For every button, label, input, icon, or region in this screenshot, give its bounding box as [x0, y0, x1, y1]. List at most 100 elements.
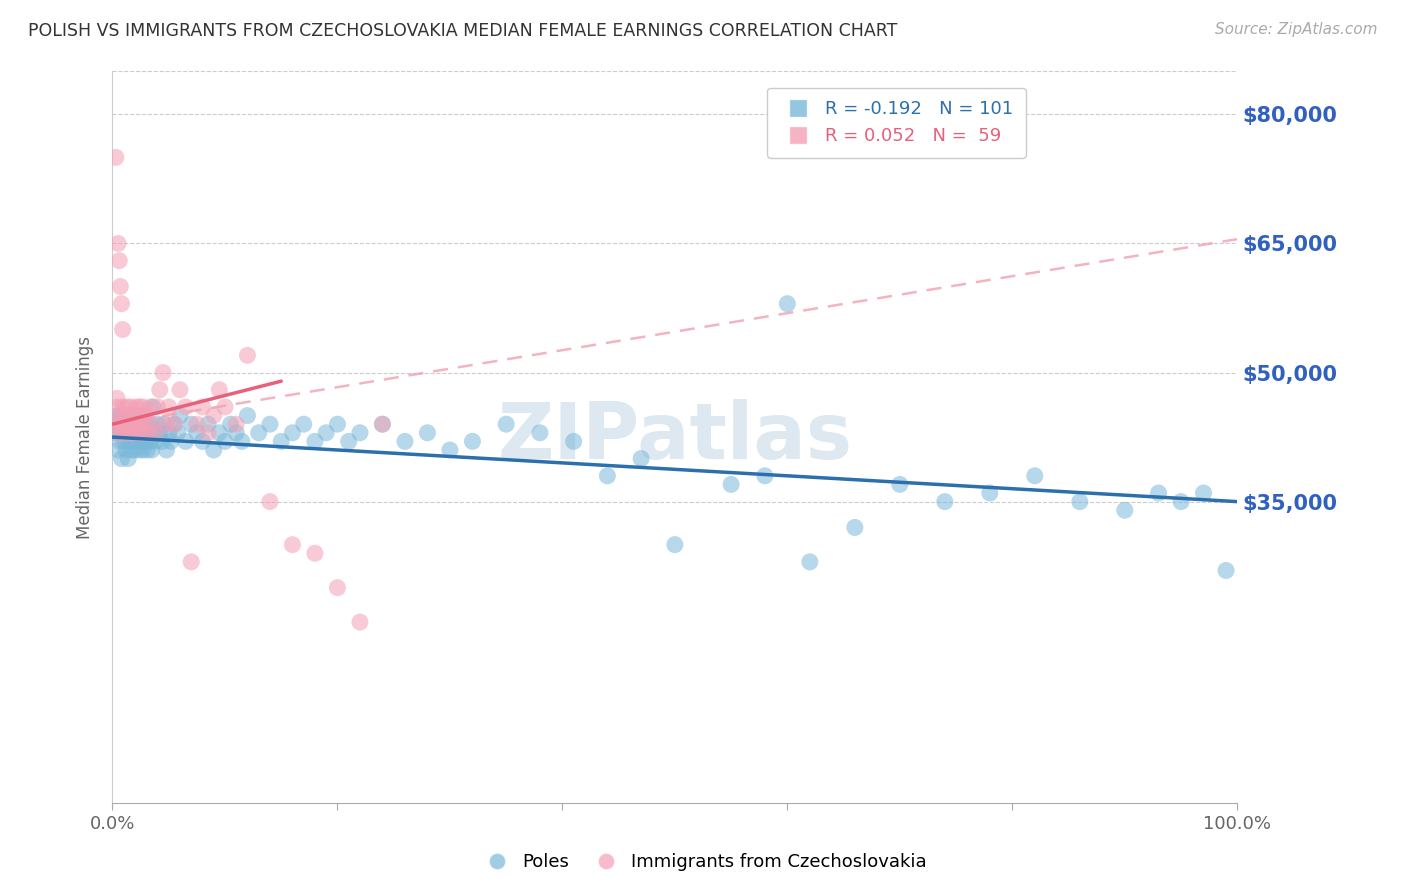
Point: [371, 417, 394, 432]
Point: [157, 400, 180, 414]
Point: [128, 442, 150, 457]
Point: [105, 409, 128, 423]
Point: [127, 425, 149, 440]
Point: [107, 417, 129, 432]
Point: [281, 425, 304, 440]
Point: [1147, 486, 1170, 500]
Point: [1069, 494, 1091, 508]
Point: [231, 434, 253, 449]
Point: [111, 425, 134, 440]
Point: [129, 417, 152, 432]
Point: [208, 425, 231, 440]
Point: [124, 442, 146, 457]
Point: [127, 417, 149, 432]
Point: [149, 425, 172, 440]
Point: [120, 400, 142, 414]
Point: [236, 348, 259, 362]
Point: [326, 581, 349, 595]
Point: [247, 425, 270, 440]
Point: [202, 409, 225, 423]
Point: [259, 494, 281, 508]
Point: [114, 434, 136, 449]
Point: [143, 434, 166, 449]
Point: [1024, 468, 1046, 483]
Point: [120, 425, 142, 440]
Point: [186, 425, 208, 440]
Point: [720, 477, 742, 491]
Point: [135, 434, 157, 449]
Point: [394, 434, 416, 449]
Point: [371, 417, 394, 432]
Point: [163, 417, 186, 432]
Point: [121, 417, 143, 432]
Point: [143, 425, 166, 440]
Point: [122, 409, 145, 423]
Y-axis label: Median Female Earnings: Median Female Earnings: [76, 335, 94, 539]
Point: [304, 434, 326, 449]
Point: [122, 425, 145, 440]
Point: [114, 409, 136, 423]
Point: [315, 425, 337, 440]
Point: [1114, 503, 1136, 517]
Point: [349, 425, 371, 440]
Point: [495, 417, 517, 432]
Point: [529, 425, 551, 440]
Point: [337, 434, 360, 449]
Point: [304, 546, 326, 560]
Point: [149, 383, 172, 397]
Point: [118, 409, 141, 423]
Point: [1192, 486, 1215, 500]
Point: [166, 425, 188, 440]
Point: [596, 468, 619, 483]
Point: [136, 442, 159, 457]
Point: [326, 417, 349, 432]
Point: [132, 425, 155, 440]
Point: [110, 409, 132, 423]
Point: [142, 417, 165, 432]
Point: [110, 417, 132, 432]
Point: [202, 442, 225, 457]
Text: Source: ZipAtlas.com: Source: ZipAtlas.com: [1215, 22, 1378, 37]
Point: [461, 434, 484, 449]
Point: [153, 417, 176, 432]
Point: [259, 417, 281, 432]
Point: [236, 409, 259, 423]
Point: [138, 417, 160, 432]
Point: [562, 434, 585, 449]
Point: [108, 409, 131, 423]
Point: [174, 434, 197, 449]
Point: [776, 296, 799, 310]
Point: [169, 383, 191, 397]
Point: [107, 442, 129, 457]
Point: [889, 477, 911, 491]
Point: [138, 425, 160, 440]
Point: [197, 425, 219, 440]
Point: [197, 417, 219, 432]
Point: [112, 417, 135, 432]
Point: [121, 425, 143, 440]
Point: [110, 434, 132, 449]
Point: [191, 400, 214, 414]
Point: [117, 451, 139, 466]
Point: [630, 451, 652, 466]
Point: [139, 434, 162, 449]
Point: [127, 417, 149, 432]
Point: [128, 400, 150, 414]
Point: [208, 383, 231, 397]
Point: [169, 409, 191, 423]
Point: [124, 417, 146, 432]
Point: [124, 417, 146, 432]
Point: [127, 434, 149, 449]
Point: [292, 417, 315, 432]
Point: [118, 425, 141, 440]
Point: [143, 425, 166, 440]
Point: [754, 468, 776, 483]
Point: [135, 409, 157, 423]
Point: [799, 555, 821, 569]
Point: [108, 253, 131, 268]
Point: [112, 417, 135, 432]
Point: [110, 279, 132, 293]
Point: [132, 417, 155, 432]
Point: [125, 400, 148, 414]
Point: [132, 442, 155, 457]
